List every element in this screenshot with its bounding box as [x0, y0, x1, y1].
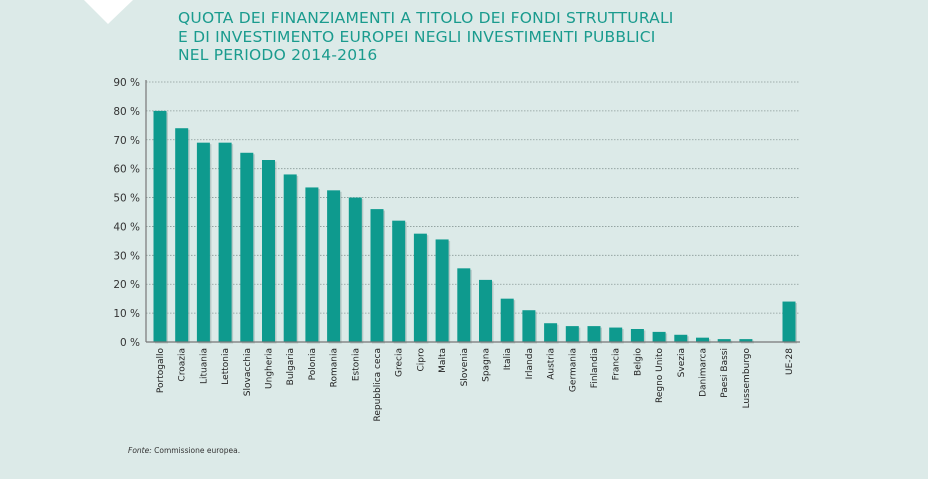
y-tick-label: 30 % [113, 250, 140, 262]
x-tick-label: Ungheria [265, 348, 275, 389]
title-line: NEL PERIODO 2014-2016 [178, 46, 378, 64]
x-tick-label: Paesi Bassi [720, 348, 730, 398]
title-line: E DI INVESTIMENTO EUROPEI NEGLI INVESTIM… [178, 27, 656, 46]
bar [262, 160, 275, 342]
x-tick-label: UE-28 [785, 348, 795, 375]
x-tick-label: Irlanda [525, 348, 535, 379]
x-tick-label: Lituania [199, 348, 209, 384]
x-tick-label: Repubblica ceca [373, 348, 383, 422]
x-tick-label: Belgio [633, 348, 643, 376]
bar [283, 174, 297, 342]
bar [652, 331, 666, 342]
bar [327, 190, 341, 342]
x-tick-label: Polonia [308, 348, 318, 380]
x-tick-label: Portogallo [156, 348, 166, 394]
x-tick-label: Lussemburgo [742, 348, 752, 409]
y-tick-label: 20 % [113, 279, 140, 291]
y-tick-label: 70 % [113, 135, 140, 147]
bar [739, 339, 753, 342]
y-tick-label: 10 % [113, 308, 140, 320]
bar [782, 301, 796, 342]
source-text: Commissione europea. [154, 446, 241, 455]
x-tick-label: Svezia [677, 348, 687, 377]
chart-title: QUOTA DEI FINANZIAMENTI A TITOLO DEI FON… [178, 9, 674, 65]
y-tick-label: 90 % [113, 77, 140, 89]
bar [630, 329, 644, 342]
bar [479, 279, 492, 342]
bar [348, 197, 362, 342]
bar [370, 209, 384, 342]
x-tick-label: Malta [438, 348, 448, 373]
x-tick-label: Germania [568, 348, 578, 392]
bar [175, 128, 189, 342]
bar [565, 326, 579, 342]
bar [413, 233, 427, 342]
bar [240, 152, 254, 342]
x-tick-label: Estonia [351, 348, 361, 381]
bar [696, 337, 709, 342]
bar [196, 142, 210, 342]
bar [435, 239, 449, 342]
bar [500, 298, 514, 342]
x-tick-label: Cipro [416, 348, 426, 372]
source-label: Fonte: [128, 446, 152, 455]
x-tick-label: Slovenia [460, 348, 470, 386]
y-tick-label: 50 % [113, 193, 140, 205]
y-tick-label: 80 % [113, 106, 140, 118]
source-note: Fonte: Commissione europea. [128, 446, 240, 455]
bar [153, 110, 167, 342]
x-tick-label: Francia [612, 348, 622, 380]
x-tick-label: Grecia [395, 348, 405, 377]
x-tick-label: Romania [330, 348, 340, 387]
bar [218, 142, 232, 342]
x-tick-label: Danimarca [699, 348, 709, 397]
bar [305, 187, 319, 342]
y-tick-label: 40 % [113, 221, 140, 233]
bar [717, 339, 731, 342]
y-tick-label: 60 % [113, 164, 140, 176]
bar [522, 310, 536, 342]
corner-decoration [84, 0, 133, 24]
x-tick-label: Regno Unito [655, 348, 665, 403]
bar [674, 334, 688, 342]
x-tick-label: Bulgaria [286, 348, 296, 385]
bar [544, 323, 558, 342]
bar [609, 327, 623, 342]
bar [457, 268, 471, 342]
x-tick-label: Slovacchia [243, 348, 253, 396]
bar [587, 326, 601, 342]
title-line: QUOTA DEI FINANZIAMENTI A TITOLO DEI FON… [178, 9, 674, 27]
x-tick-label: Croazia [178, 348, 188, 382]
y-tick-label: 0 % [120, 337, 140, 349]
x-tick-label: Lettonia [221, 348, 231, 385]
x-tick-label: Italia [503, 348, 513, 370]
bar [392, 220, 406, 342]
x-tick-label: Spagna [482, 348, 492, 382]
x-tick-label: Finlandia [590, 348, 600, 388]
x-tick-label: Austria [547, 348, 557, 380]
